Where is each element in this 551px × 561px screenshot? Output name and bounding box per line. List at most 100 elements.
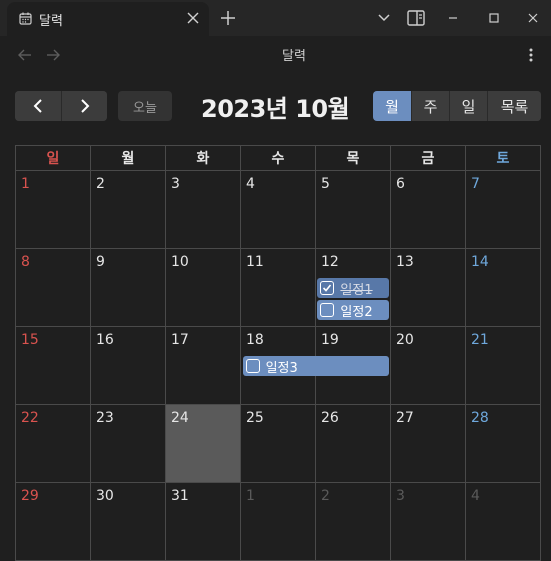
day-cell[interactable]: 1 [16,171,90,248]
day-number: 21 [471,332,489,348]
day-number: 13 [396,254,414,270]
day-cell[interactable]: 6 [390,171,465,248]
day-cell[interactable]: 21 [465,327,540,404]
week-row: 1 2 3 4 5 6 7 [16,171,540,249]
day-cell[interactable]: 31 [165,483,240,560]
day-cell[interactable]: 11 [240,249,315,326]
day-cell[interactable]: 9 [90,249,165,326]
day-cell[interactable]: 3 [390,483,465,560]
week-row: 29 30 31 1 2 3 4 [16,483,540,560]
day-cell[interactable]: 27 [390,405,465,482]
day-cell[interactable]: 13 [390,249,465,326]
maximize-icon[interactable] [484,8,504,28]
day-cell[interactable]: 4 [240,171,315,248]
day-number: 4 [246,176,255,192]
day-cell[interactable]: 2 [90,171,165,248]
day-cell[interactable]: 26 [315,405,390,482]
event-1[interactable]: 일정1 [317,278,390,298]
next-month-button[interactable] [61,91,107,121]
chevron-left-icon [33,99,42,113]
day-number: 4 [471,488,480,504]
day-cell[interactable]: 18 [240,327,315,404]
arrow-right-icon[interactable] [45,48,61,62]
checkbox-icon[interactable] [245,359,260,373]
day-cell[interactable]: 7 [465,171,540,248]
view-button-3[interactable]: 목록 [487,91,541,121]
day-cell[interactable]: 28 [465,405,540,482]
day-cell[interactable]: 8 [16,249,90,326]
day-number: 12 [321,254,339,270]
day-cell[interactable]: 25 [240,405,315,482]
day-cell[interactable]: 12 [315,249,390,326]
close-icon[interactable] [185,10,201,26]
day-number: 10 [171,254,189,270]
window-close-icon[interactable] [523,8,543,28]
day-number: 25 [246,410,264,426]
day-cell[interactable]: 14 [465,249,540,326]
view-button-1[interactable]: 주 [411,91,449,121]
day-number: 11 [246,254,264,270]
day-cell[interactable]: 20 [390,327,465,404]
day-cell[interactable]: 23 [90,405,165,482]
minimize-icon[interactable] [443,8,463,28]
day-number: 9 [96,254,105,270]
day-number: 23 [96,410,114,426]
event-title: 일정1 [340,282,373,298]
day-cell[interactable]: 3 [165,171,240,248]
view-button-0[interactable]: 월 [373,91,411,121]
arrow-left-icon[interactable] [17,48,33,62]
prev-month-button[interactable] [15,91,61,121]
page-title: 달력 [282,49,306,64]
day-number: 19 [321,332,339,348]
day-number: 1 [21,176,30,192]
day-number: 7 [471,176,480,192]
plus-icon[interactable] [219,9,237,27]
more-vertical-icon[interactable] [523,46,539,64]
prev-next-group [15,91,107,121]
view-button-2[interactable]: 일 [449,91,487,121]
day-cell-today[interactable]: 24 [165,405,240,482]
tab-calendar[interactable]: 달력 [7,2,209,36]
day-cell[interactable]: 4 [465,483,540,560]
title-bar: 달력 [0,0,551,36]
day-cell[interactable]: 2 [315,483,390,560]
day-number: 30 [96,488,114,504]
sidebar-toggle-icon[interactable] [406,8,426,28]
day-cell[interactable]: 16 [90,327,165,404]
week-row: 22 23 24 25 26 27 28 [16,405,540,483]
checkbox-icon[interactable] [320,303,335,317]
weekday-header-cell: 수 [240,146,315,170]
weekday-header-cell: 목 [315,146,390,170]
day-number: 15 [21,332,39,348]
day-cell[interactable]: 22 [16,405,90,482]
weekday-header-cell: 일 [46,151,60,167]
day-number: 26 [321,410,339,426]
chevron-down-icon[interactable] [374,8,394,28]
day-cell[interactable]: 30 [90,483,165,560]
week-row: 15 16 17 18 19 20 21 일정3 [16,327,540,405]
weekday-header-cell: 화 [165,146,240,170]
weekday-header-cell: 월 [90,146,165,170]
day-number: 6 [396,176,405,192]
day-cell[interactable]: 1 [240,483,315,560]
chevron-right-icon [80,99,89,113]
day-cell[interactable]: 17 [165,327,240,404]
calendar-title: 2023년 10월 [201,95,350,123]
day-number: 2 [321,488,330,504]
day-cell[interactable]: 10 [165,249,240,326]
event-title: 일정3 [265,360,298,376]
day-number: 3 [171,176,180,192]
day-number: 8 [21,254,30,270]
event-2[interactable]: 일정2 [317,300,390,320]
day-number: 18 [246,332,264,348]
today-button[interactable]: 오늘 [118,91,172,121]
day-cell[interactable]: 15 [16,327,90,404]
checkbox-checked-icon[interactable] [320,281,335,295]
day-number: 29 [21,488,39,504]
week-row: 8 9 10 11 12 13 14 일정1 일정2 [16,249,540,327]
day-cell[interactable]: 29 [16,483,90,560]
event-3[interactable]: 일정3 [242,356,390,376]
day-cell[interactable]: 5 [315,171,390,248]
